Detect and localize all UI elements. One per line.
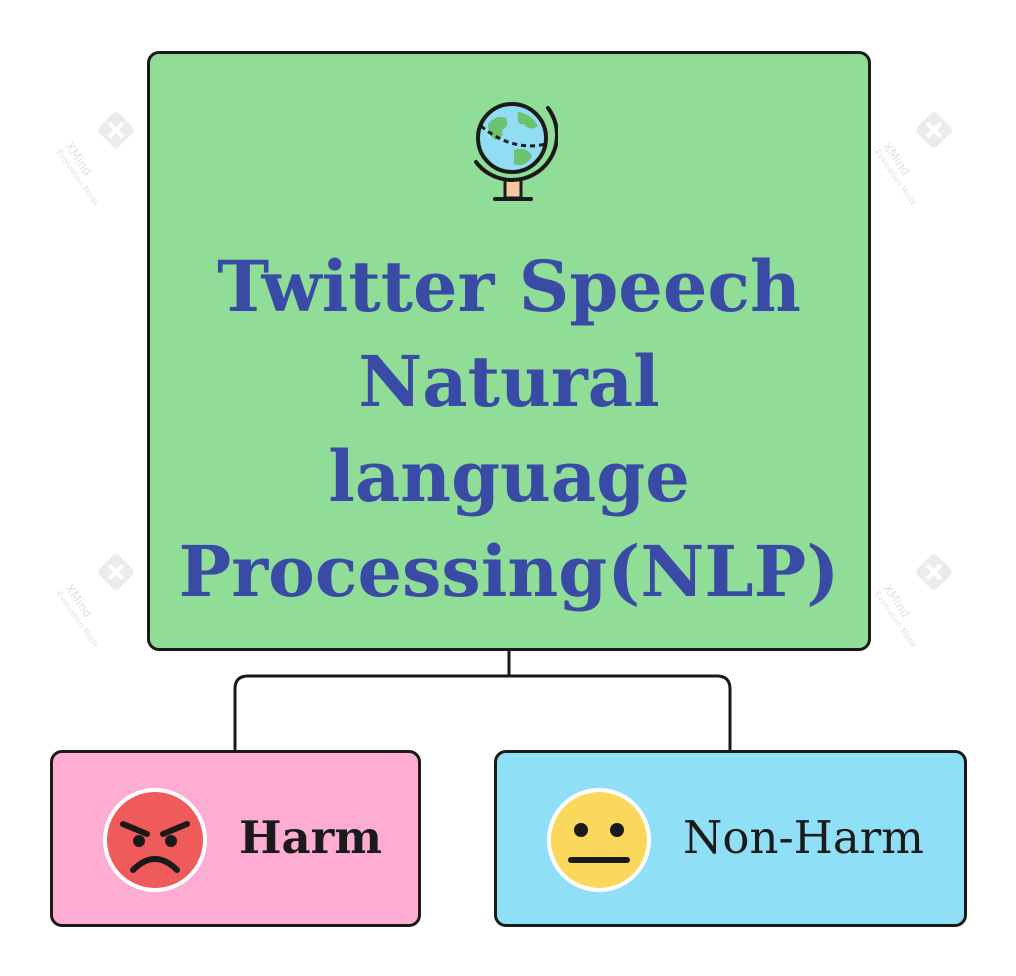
connector-root-non-harm: [507, 651, 732, 752]
globe-icon: [474, 102, 558, 201]
topic-harm[interactable]: Harm: [50, 750, 421, 927]
root-title: Twitter Speech Natural language Processi…: [178, 245, 840, 613]
topic-non-harm-label: Non-Harm: [683, 811, 924, 864]
connector-root-harm: [233, 651, 511, 752]
topic-harm-label: Harm: [239, 811, 382, 864]
root-topic[interactable]: Twitter Speech Natural language Processi…: [147, 51, 871, 651]
neutral-face-icon: [547, 788, 651, 892]
angry-face-icon: [103, 788, 207, 892]
topic-non-harm[interactable]: Non-Harm: [494, 750, 967, 927]
